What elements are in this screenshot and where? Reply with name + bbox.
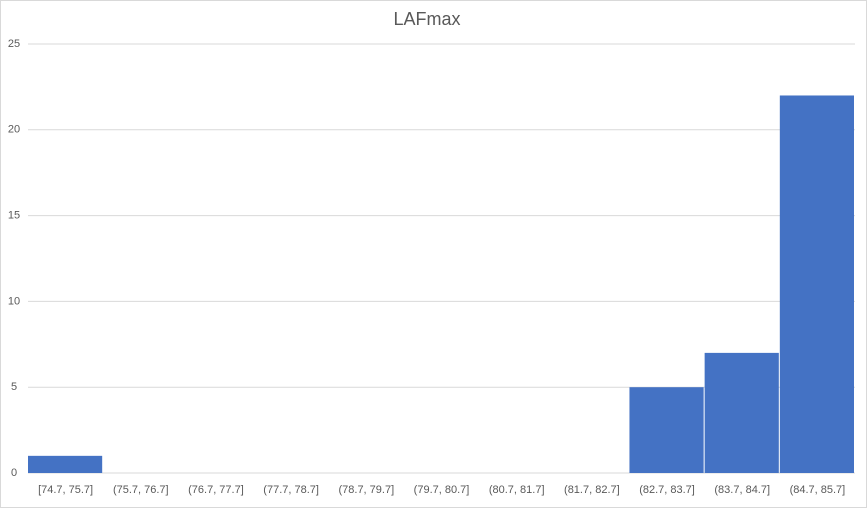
- x-tick-label: (84.7, 85.7]: [790, 484, 846, 496]
- bar: [704, 352, 779, 473]
- y-tick-label: 0: [11, 467, 17, 479]
- x-tick-label: (80.7, 81.7]: [489, 484, 545, 496]
- x-tick-label: [74.7, 75.7]: [38, 484, 93, 496]
- chart-title: LAFmax: [393, 9, 460, 29]
- bar: [779, 95, 854, 473]
- x-tick-label: (77.7, 78.7]: [263, 484, 319, 496]
- x-tick-label: (83.7, 84.7]: [714, 484, 770, 496]
- x-tick-label: (82.7, 83.7]: [639, 484, 695, 496]
- y-tick-label: 20: [8, 124, 20, 136]
- y-tick-label: 5: [11, 381, 17, 393]
- x-tick-label: (76.7, 77.7]: [188, 484, 244, 496]
- x-tick-label: (79.7, 80.7]: [414, 484, 470, 496]
- bar: [629, 387, 704, 473]
- bar: [28, 455, 103, 473]
- x-tick-label: (75.7, 76.7]: [113, 484, 169, 496]
- y-tick-label: 10: [8, 295, 20, 307]
- y-tick-label: 25: [8, 38, 20, 50]
- x-tick-label: (78.7, 79.7]: [338, 484, 394, 496]
- x-tick-label: (81.7, 82.7]: [564, 484, 620, 496]
- y-tick-label: 15: [8, 210, 20, 222]
